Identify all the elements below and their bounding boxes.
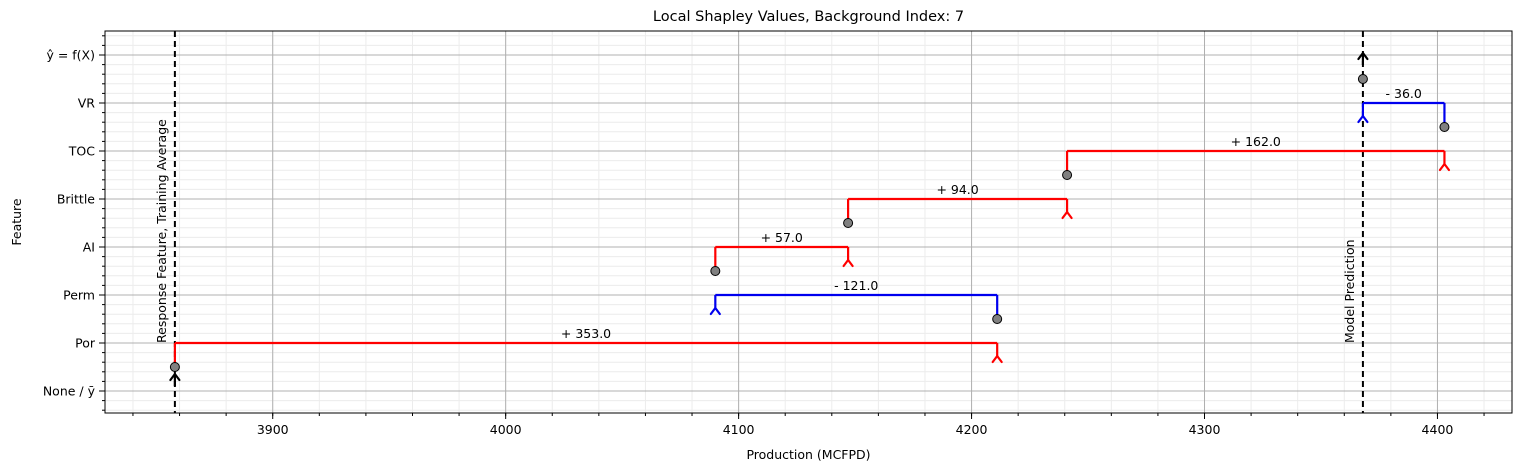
x-axis-label: Production (MCFPD) <box>746 447 870 462</box>
reference-lines: Response Feature, Training Average Model … <box>154 31 1364 413</box>
x-tick-label: 4400 <box>1422 422 1454 437</box>
step-marker <box>169 362 180 372</box>
step-arrow <box>1357 114 1369 124</box>
step-arrow <box>1438 162 1451 172</box>
x-tick-label: 4000 <box>490 422 522 437</box>
major-grid <box>105 31 1512 413</box>
y-axis-ticks: None / ȳ Por Perm AI Brittle TOC VR ŷ = f(X) <box>43 35 105 411</box>
contribution-steps: + 353.0 - 121.0 + 57.0 + 94.0 + 162.0 - 36.0 <box>169 51 1451 386</box>
plot-area-frame <box>104 30 1513 414</box>
reference-line-label: Model Prediction <box>1342 239 1357 343</box>
x-axis-ticks: 3900 4000 4100 4200 4300 4400 <box>132 413 1485 437</box>
y-tick-label: VR <box>78 96 96 111</box>
step-marker <box>992 314 1003 324</box>
prediction-arrow <box>1357 51 1369 61</box>
y-tick-label: None / ȳ <box>43 384 96 399</box>
step-marker <box>843 218 854 228</box>
x-tick-label: 4200 <box>956 422 988 437</box>
x-tick-label: 4300 <box>1189 422 1221 437</box>
step-label: + 162.0 <box>1231 134 1281 149</box>
step-arrow <box>709 306 721 316</box>
y-tick-label: Perm <box>63 288 95 303</box>
y-axis-label: Feature <box>9 198 24 246</box>
baseline-arrow <box>169 372 181 382</box>
y-tick-label: Por <box>75 336 96 351</box>
step-label: - 121.0 <box>834 278 878 293</box>
y-tick-label: AI <box>83 240 95 255</box>
step-marker <box>1062 170 1073 180</box>
x-tick-label: 3900 <box>257 422 289 437</box>
step-arrow <box>1061 210 1073 220</box>
step-label: + 57.0 <box>761 230 803 245</box>
y-tick-label: TOC <box>68 144 95 159</box>
minor-grid <box>105 31 1512 413</box>
step-markers <box>169 74 1450 372</box>
step-label: + 94.0 <box>936 182 978 197</box>
step-marker <box>710 266 721 276</box>
step-arrow <box>842 258 854 268</box>
x-tick-label: 4100 <box>723 422 755 437</box>
y-tick-label: Brittle <box>57 192 95 207</box>
step-arrow <box>991 354 1003 364</box>
step-marker <box>1439 122 1450 132</box>
reference-line-label: Response Feature, Training Average <box>154 119 169 343</box>
step-marker <box>1357 74 1368 84</box>
step-label: - 36.0 <box>1386 86 1422 101</box>
step-label: + 353.0 <box>561 326 611 341</box>
chart-title: Local Shapley Values, Background Index: … <box>653 9 964 25</box>
y-tick-label: ŷ = f(X) <box>46 48 95 63</box>
